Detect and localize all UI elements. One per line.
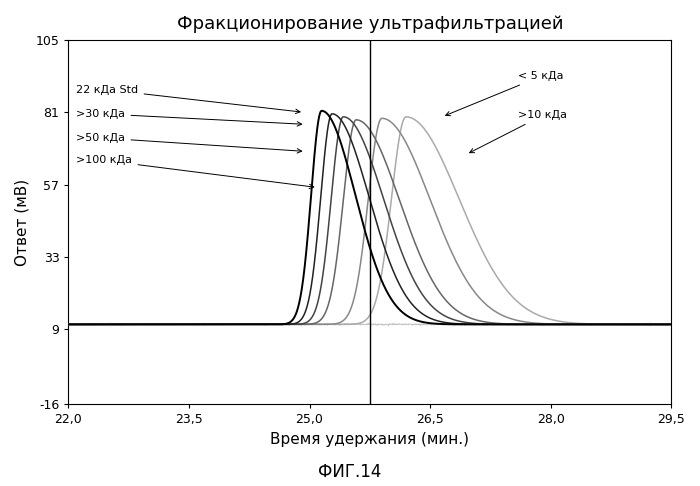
Y-axis label: Ответ (мВ): Ответ (мВ): [15, 178, 30, 266]
Text: < 5 кДа: < 5 кДа: [446, 71, 564, 116]
Text: >100 кДа: >100 кДа: [76, 156, 314, 189]
Text: ФИГ.14: ФИГ.14: [318, 463, 382, 481]
Text: >50 кДа: >50 кДа: [76, 133, 302, 153]
Text: 22 кДа Std: 22 кДа Std: [76, 85, 300, 114]
Text: >30 кДа: >30 кДа: [76, 109, 302, 126]
Title: Фракционирование ультрафильтрацией: Фракционирование ультрафильтрацией: [176, 15, 563, 33]
X-axis label: Время удержания (мин.): Время удержания (мин.): [270, 432, 469, 447]
Text: >10 кДа: >10 кДа: [470, 110, 568, 153]
